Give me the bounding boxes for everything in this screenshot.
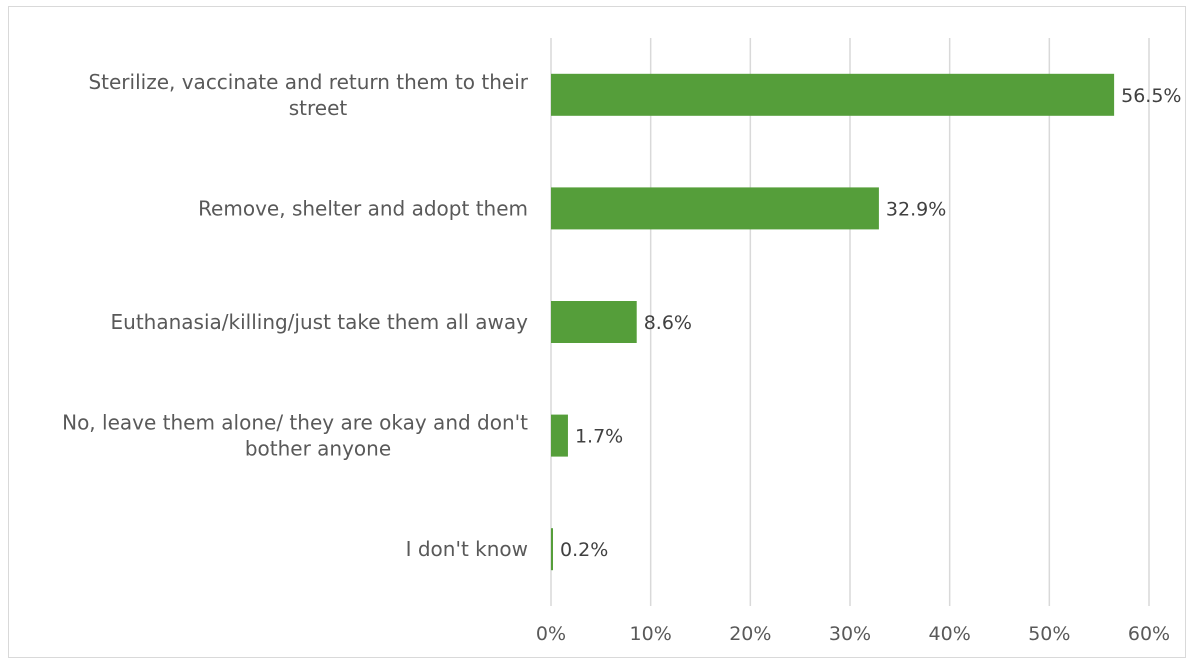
category-label-line: Euthanasia/killing/just take them all aw… (111, 310, 529, 334)
category-label-line: Remove, shelter and adopt them (198, 196, 528, 220)
x-tick-label: 50% (1028, 623, 1070, 645)
x-tick-label: 10% (630, 623, 672, 645)
data-label: 56.5% (1121, 85, 1181, 107)
category-label: I don't know (406, 537, 528, 561)
x-tick-label: 60% (1128, 623, 1170, 645)
gridlines (550, 38, 1150, 606)
data-labels: 56.5% 32.9% 8.6% 1.7% 0.2% (560, 85, 1181, 561)
bar (551, 187, 879, 230)
category-label-line: Sterilize, vaccinate and return them to … (88, 70, 528, 94)
category-label-line: street (289, 96, 348, 120)
bar (551, 73, 1115, 116)
category-label-line: bother anyone (245, 437, 391, 461)
category-label: Euthanasia/killing/just take them all aw… (111, 310, 529, 334)
category-label-line: I don't know (406, 537, 528, 561)
bar (551, 414, 568, 457)
x-tick-label: 40% (929, 623, 971, 645)
category-label-line: No, leave them alone/ they are okay and … (62, 411, 528, 435)
x-axis-tick-labels: 0% 10% 20% 30% 40% 50% 60% (536, 623, 1170, 645)
x-tick-label: 0% (536, 623, 566, 645)
bar (551, 528, 553, 571)
bars (551, 73, 1115, 571)
category-label: No, leave them alone/ they are okay and … (62, 411, 528, 461)
bar (551, 301, 637, 343)
x-tick-label: 30% (829, 623, 871, 645)
data-label: 0.2% (560, 539, 608, 561)
chart-frame (8, 6, 1186, 658)
data-label: 1.7% (575, 426, 623, 448)
data-label: 8.6% (644, 312, 692, 334)
x-tick-label: 20% (729, 623, 771, 645)
category-labels: Sterilize, vaccinate and return them to … (62, 70, 529, 561)
data-label: 32.9% (886, 198, 946, 220)
category-label: Sterilize, vaccinate and return them to … (88, 70, 528, 120)
category-label: Remove, shelter and adopt them (198, 196, 528, 220)
